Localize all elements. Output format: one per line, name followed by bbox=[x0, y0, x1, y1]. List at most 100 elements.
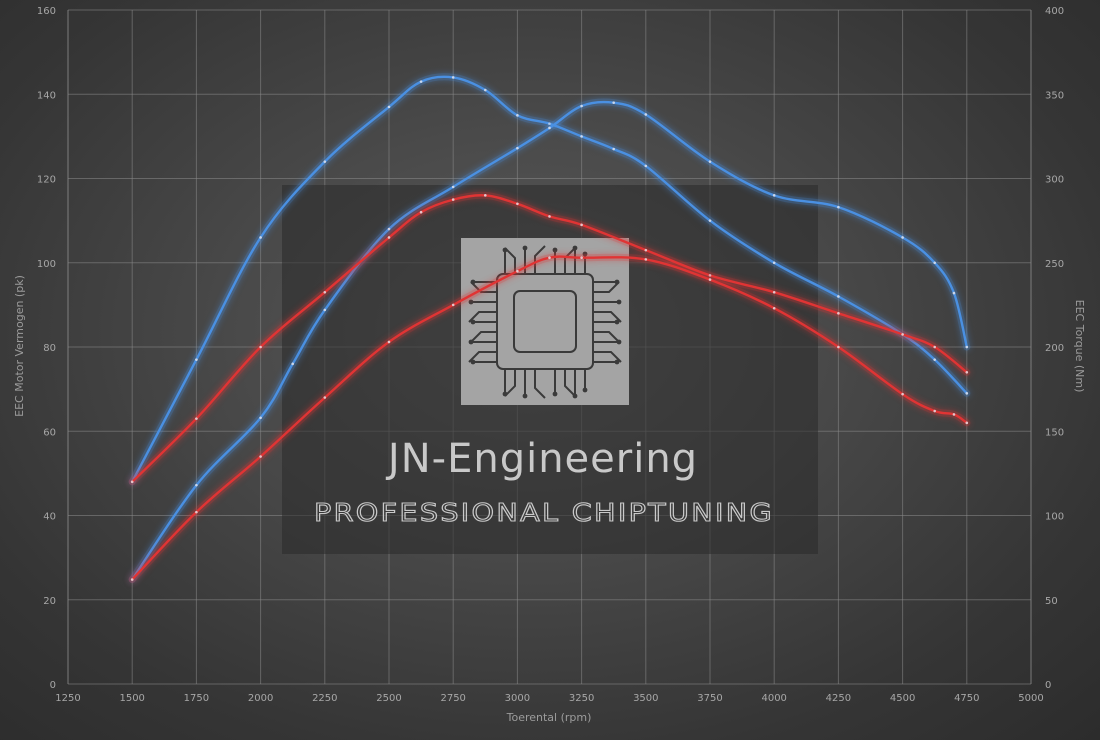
x-tick-label: 3750 bbox=[697, 693, 722, 704]
data-point bbox=[644, 258, 648, 261]
data-point bbox=[580, 223, 583, 227]
data-point bbox=[901, 333, 904, 336]
data-point bbox=[484, 194, 487, 197]
x-tick-label: 1250 bbox=[55, 693, 80, 704]
x-tick-label: 2000 bbox=[248, 693, 273, 704]
data-point bbox=[933, 409, 936, 413]
data-point bbox=[901, 392, 904, 396]
data-point bbox=[965, 421, 969, 425]
data-point bbox=[772, 261, 776, 265]
data-point bbox=[772, 306, 776, 310]
data-point bbox=[901, 236, 904, 239]
y-left-tick-label: 0 bbox=[50, 680, 56, 691]
data-point bbox=[516, 114, 519, 117]
y-right-tick-label: 200 bbox=[1045, 343, 1064, 354]
data-point bbox=[644, 164, 648, 168]
data-point bbox=[965, 345, 969, 349]
x-tick-label: 5000 bbox=[1018, 693, 1043, 704]
data-point bbox=[387, 340, 391, 344]
series-2-right-axis bbox=[128, 98, 971, 583]
data-point bbox=[644, 113, 648, 116]
y-right-tick-label: 300 bbox=[1045, 175, 1064, 186]
data-point bbox=[451, 198, 455, 201]
series-line bbox=[131, 100, 968, 581]
x-tick-label: 1750 bbox=[184, 693, 209, 704]
y-left-tick-label: 20 bbox=[43, 596, 56, 607]
data-point bbox=[516, 269, 519, 273]
data-point bbox=[933, 345, 936, 349]
chip-icon bbox=[461, 238, 629, 405]
data-point bbox=[291, 362, 295, 366]
x-tick-label: 3250 bbox=[569, 693, 594, 704]
data-point bbox=[548, 126, 551, 130]
data-point bbox=[516, 146, 519, 150]
y-right-tick-label: 350 bbox=[1045, 90, 1064, 101]
y-right-tick-label: 250 bbox=[1045, 259, 1064, 270]
data-point bbox=[387, 105, 391, 109]
series-1-left-axis bbox=[128, 73, 971, 486]
series-line bbox=[131, 75, 968, 483]
data-point bbox=[451, 76, 455, 79]
data-point bbox=[259, 236, 262, 239]
data-point bbox=[933, 261, 936, 265]
data-point bbox=[965, 392, 969, 395]
data-point bbox=[580, 104, 583, 108]
data-point bbox=[419, 210, 423, 214]
data-point bbox=[965, 370, 969, 374]
x-tick-label: 4000 bbox=[761, 693, 786, 704]
y-right-tick-label: 150 bbox=[1045, 427, 1064, 438]
data-point bbox=[484, 88, 487, 92]
data-point bbox=[708, 160, 712, 163]
data-point bbox=[548, 256, 551, 259]
data-point bbox=[451, 185, 455, 189]
data-point bbox=[837, 312, 840, 315]
tick-labels: 1250 1500 1750 2000 2250 2500 2750 3000 3250 3500… bbox=[37, 6, 1064, 704]
data-point bbox=[451, 303, 455, 307]
data-point bbox=[837, 295, 840, 298]
series-4-right-axis bbox=[128, 253, 971, 583]
data-point bbox=[837, 205, 840, 209]
data-point bbox=[195, 510, 198, 514]
data-point bbox=[130, 480, 134, 484]
y-left-tick-label: 40 bbox=[43, 512, 56, 523]
y-left-tick-label: 100 bbox=[37, 259, 56, 270]
watermark-title: JN-Engineering bbox=[385, 436, 698, 482]
y-left-tick-label: 120 bbox=[37, 175, 56, 186]
data-point bbox=[259, 416, 262, 420]
y-left-tick-label: 80 bbox=[43, 343, 56, 354]
data-point bbox=[323, 290, 327, 294]
data-point bbox=[130, 578, 134, 581]
data-point bbox=[195, 417, 198, 420]
y-right-tick-label: 100 bbox=[1045, 512, 1064, 523]
data-point bbox=[580, 135, 583, 138]
watermark-subtitle: PROFESSIONAL CHIPTUNING bbox=[314, 498, 774, 527]
x-axis-title: Toerental (rpm) bbox=[506, 711, 592, 724]
data-point bbox=[612, 101, 615, 104]
data-point bbox=[952, 413, 956, 416]
y-right-tick-label: 50 bbox=[1045, 596, 1058, 607]
x-tick-label: 2750 bbox=[440, 693, 465, 704]
y-axis-right-title: EEC Torque (Nm) bbox=[1073, 300, 1086, 393]
data-point bbox=[708, 278, 712, 281]
data-point bbox=[516, 202, 519, 206]
data-point bbox=[419, 80, 423, 83]
y-right-tick-label: 400 bbox=[1045, 6, 1064, 17]
x-tick-label: 4750 bbox=[954, 693, 979, 704]
x-tick-label: 4250 bbox=[826, 693, 851, 704]
data-point bbox=[933, 358, 936, 361]
data-point bbox=[259, 345, 262, 349]
data-point bbox=[708, 219, 712, 222]
y-left-tick-label: 60 bbox=[43, 427, 56, 438]
x-tick-label: 2500 bbox=[376, 693, 401, 704]
data-point bbox=[952, 291, 956, 295]
x-tick-label: 3000 bbox=[505, 693, 530, 704]
data-point bbox=[772, 194, 776, 197]
data-point bbox=[387, 236, 391, 239]
y-left-tick-label: 160 bbox=[37, 6, 56, 17]
x-tick-label: 4500 bbox=[890, 693, 915, 704]
data-point bbox=[837, 345, 840, 349]
data-point bbox=[387, 227, 391, 231]
data-point bbox=[323, 308, 327, 312]
data-point bbox=[323, 396, 327, 399]
